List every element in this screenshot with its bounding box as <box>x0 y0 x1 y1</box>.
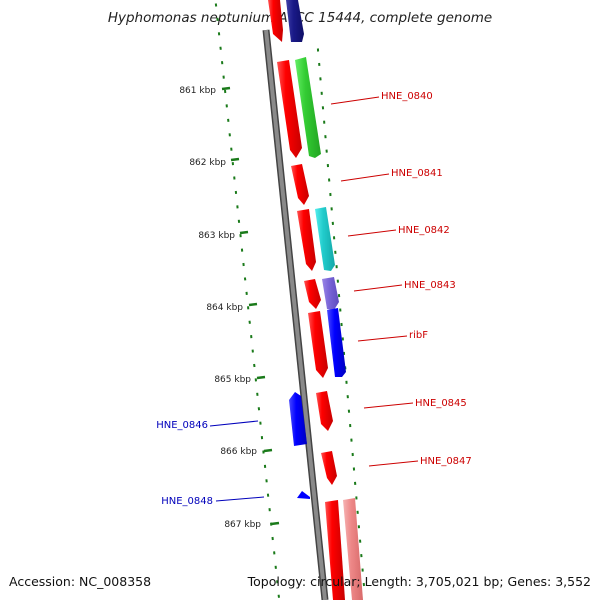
genome-summary-text: Topology: circular; Length: 3,705,021 bp… <box>247 574 591 589</box>
gene-label-hne-0843[interactable]: HNE_0843 <box>404 280 456 291</box>
gene-arrow-pink <box>343 498 363 600</box>
gene-arrow-top-left <box>268 0 283 42</box>
gene-arrow-blue-outer <box>327 308 346 377</box>
tick-label: 864 kbp <box>206 303 243 313</box>
gene-label-ribf[interactable]: ribF <box>409 330 428 341</box>
tick-label: 862 kbp <box>189 158 226 168</box>
gene-label-hne-0845[interactable]: HNE_0845 <box>415 398 467 409</box>
gene-arrow-hne-0842 <box>297 209 316 271</box>
scale-ticks <box>221 86 280 526</box>
tick-label: 865 kbp <box>214 375 251 385</box>
label-connectors-right <box>330 96 419 467</box>
gene-arrow-green <box>295 57 321 158</box>
gene-arrow-ribf <box>308 311 328 378</box>
tick-label: 867 kbp <box>224 520 261 530</box>
gene-arrow-hne-0846 <box>289 392 307 446</box>
gene-label-hne-0847[interactable]: HNE_0847 <box>420 456 472 467</box>
gene-arrow-hne-0845 <box>316 391 333 431</box>
gene-labels-right: HNE_0840 HNE_0841 HNE_0842 HNE_0843 ribF… <box>381 91 472 467</box>
gene-label-hne-0846[interactable]: HNE_0846 <box>156 420 208 431</box>
accession-text: Accession: NC_008358 <box>9 574 152 589</box>
gene-arrow-bottom-inner <box>325 500 345 600</box>
gene-arrow-hne-0847 <box>321 451 337 485</box>
gene-arrow-hne-0841 <box>291 164 309 205</box>
gene-label-hne-0841[interactable]: HNE_0841 <box>391 168 443 179</box>
gene-arrow-hne-0843 <box>304 279 321 309</box>
gene-label-hne-0840[interactable]: HNE_0840 <box>381 91 433 102</box>
gene-arrow-hne-0840 <box>277 60 302 158</box>
scale-labels: 861 kbp 862 kbp 863 kbp 864 kbp 865 kbp … <box>179 86 261 530</box>
gene-labels-left: HNE_0846 HNE_0848 <box>156 420 213 507</box>
gene-label-hne-0848[interactable]: HNE_0848 <box>161 496 213 507</box>
gene-arrow-purple <box>322 277 339 310</box>
tick-label: 863 kbp <box>198 231 235 241</box>
genome-backbone-core <box>264 29 327 600</box>
gene-arrow-cyan <box>315 207 335 271</box>
tick-label: 861 kbp <box>179 86 216 96</box>
label-connectors-left <box>209 420 265 502</box>
gene-arrow-top-right <box>286 0 304 42</box>
gene-label-hne-0842[interactable]: HNE_0842 <box>398 225 450 236</box>
gene-arrow-hne-0848 <box>297 491 310 499</box>
tick-label: 866 kbp <box>220 447 257 457</box>
